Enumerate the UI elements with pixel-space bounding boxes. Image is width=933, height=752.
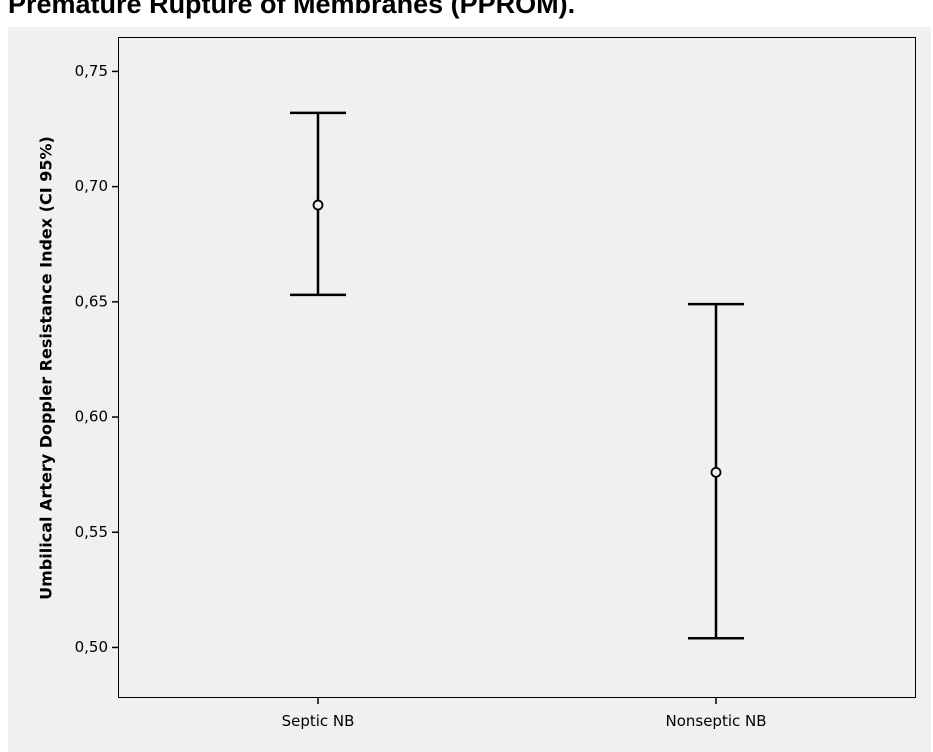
y-axis-label: Umbilical Artery Doppler Resistance Inde… [37,136,56,600]
plot-background [8,27,931,752]
plot-area [118,37,916,698]
y-tick-label: 0,50 [75,638,108,656]
error-bar-group [688,302,744,640]
error-bar-group [290,111,346,297]
y-tick-label: 0,70 [75,177,108,195]
mean-marker [312,199,324,211]
mean-marker [710,466,722,478]
title-clip: Premature Rupture of Membranes (PPROM). [0,0,933,22]
y-tick-label: 0,75 [75,62,108,80]
y-tick-label: 0,55 [75,523,108,541]
y-tick-label: 0,65 [75,292,108,310]
y-tick-label: 0,60 [75,408,108,426]
x-tick-label: Septic NB [282,712,355,730]
x-axis: Septic NB Nonseptic NB [282,697,767,730]
chart-title: Premature Rupture of Membranes (PPROM). [8,0,576,19]
x-tick-label: Nonseptic NB [665,712,766,730]
error-bars [290,111,744,640]
y-axis: 0,50 0,55 0,60 0,65 0,70 0,75 [75,62,119,656]
